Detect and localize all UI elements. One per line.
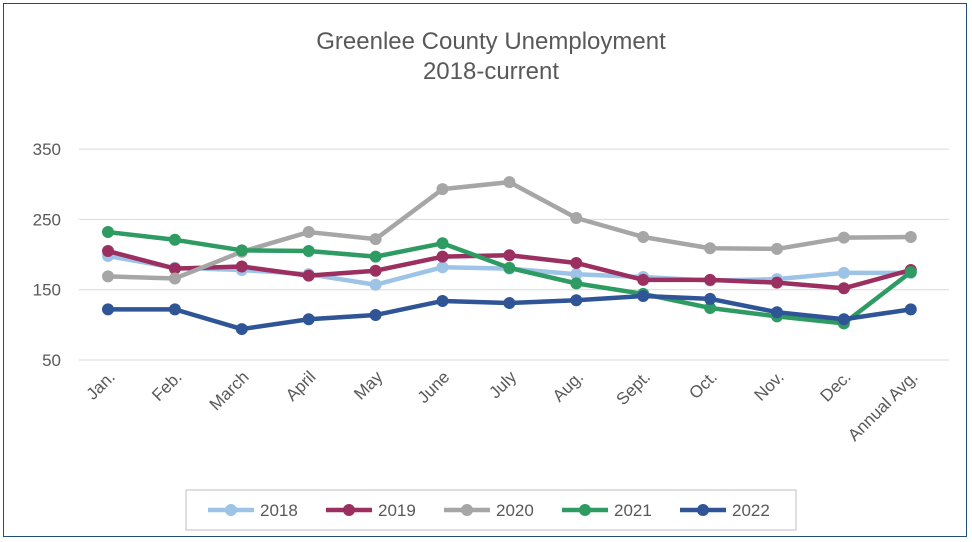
data-point [235,323,248,336]
data-point [235,260,248,273]
data-point [436,294,449,307]
data-point [771,276,783,289]
data-point [102,245,114,258]
data-point [904,303,917,316]
legend-swatch-marker [225,504,237,516]
legend-swatch-marker [697,504,709,516]
data-point [837,231,850,244]
grid-lines [79,148,949,361]
data-point [102,303,114,316]
x-tick-label: July [485,367,520,402]
data-point [570,211,583,224]
data-point [369,233,382,246]
data-point [102,270,114,283]
data-point [436,183,449,196]
x-tick-label: May [350,367,386,403]
legend-swatch-marker [579,504,591,516]
data-point [704,301,717,314]
legend: 2018 2019 2020 2021 2022 [185,489,797,531]
data-point [570,256,583,269]
data-point [369,250,382,263]
chart-frame: Greenlee County Unemployment 2018-curren… [3,3,967,537]
data-point [168,303,181,316]
data-point [369,309,382,322]
x-tick-label: June [414,367,454,407]
data-point [704,242,717,255]
data-point [904,230,917,243]
data-point [302,245,315,258]
x-tick-label: March [206,367,253,414]
y-tick-label: 250 [33,210,61,229]
data-point [771,242,783,255]
data-point [570,294,583,307]
data-point [771,306,783,319]
data-point [302,313,315,326]
legend-label: 2020 [496,501,534,520]
legend-label: 2022 [732,501,770,520]
data-point [570,268,583,281]
data-point [436,237,449,250]
y-tick-label: 350 [33,140,61,159]
line-chart: Greenlee County Unemployment 2018-curren… [33,28,949,531]
data-point [302,226,315,239]
chart-subtitle: 2018-current [423,58,559,85]
data-point [436,250,449,263]
legend-label: 2018 [260,501,298,520]
data-point [302,269,315,282]
x-tick-label: Oct. [685,367,720,402]
x-axis-ticks: Jan. Feb. March April May June July Aug. Sept. Oc… [83,367,922,445]
data-point [503,176,516,189]
data-point [503,249,516,262]
data-point [837,266,850,279]
chart-title: Greenlee County Unemployment [316,28,666,55]
data-point [637,290,650,303]
y-axis-ticks: 50 150 250 350 [33,140,61,370]
x-tick-label: Nov. [751,367,788,404]
data-point [369,264,382,277]
data-point [637,273,650,286]
series-lines [102,176,917,336]
legend-swatch-marker [461,504,473,516]
series-2022 [102,290,917,336]
data-point [102,226,114,239]
x-tick-label: Aug. [549,367,587,405]
data-point [235,244,248,257]
data-point [704,292,717,305]
data-point [168,233,181,246]
x-tick-label: Jan. [83,367,119,403]
legend-label: 2019 [378,501,416,520]
x-tick-label: Annual Avg. [844,367,921,444]
x-tick-label: Sept. [613,367,655,409]
legend-label: 2021 [614,501,652,520]
legend-swatch-marker [343,504,355,516]
data-point [570,277,583,290]
series-2019 [102,245,917,295]
data-point [704,273,717,286]
data-point [503,261,516,274]
data-point [904,266,917,279]
data-point [637,230,650,243]
data-point [168,272,181,285]
data-point [168,262,181,275]
x-tick-label: Dec. [817,367,855,405]
data-point [369,278,382,291]
data-point [436,261,449,274]
data-point [837,313,850,326]
y-tick-label: 50 [42,351,61,370]
data-point [837,282,850,295]
y-tick-label: 150 [33,281,61,300]
x-tick-label: April [282,367,319,404]
data-point [503,297,516,310]
x-tick-label: Feb. [148,367,185,404]
